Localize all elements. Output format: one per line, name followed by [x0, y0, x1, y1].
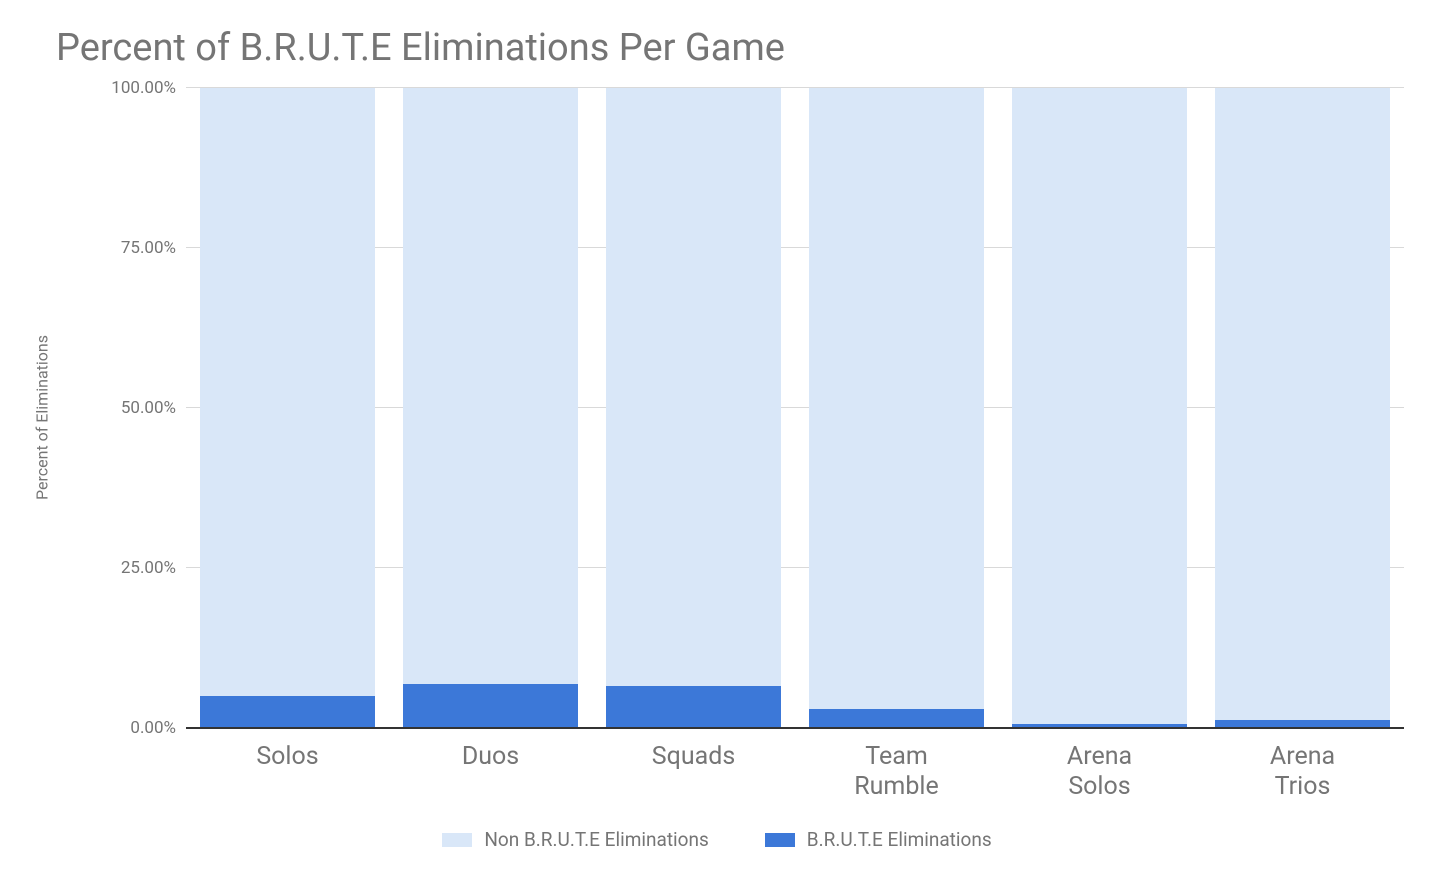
bar-slot	[592, 88, 795, 728]
bar-segment-nonbrute	[403, 88, 578, 684]
x-axis-label: Duos	[389, 742, 592, 802]
plot-wrap: Percent of Eliminations 0.00%25.00%50.00…	[100, 88, 1404, 728]
bar-segment-brute	[200, 696, 375, 728]
bars-group	[186, 88, 1404, 728]
y-tick-label: 100.00%	[111, 78, 176, 98]
bar-segment-nonbrute	[1012, 88, 1187, 724]
x-axis-label: Solos	[186, 742, 389, 802]
bar-segment-nonbrute	[1215, 88, 1390, 720]
x-axis-label: Arena Solos	[998, 742, 1201, 802]
legend-swatch	[765, 833, 795, 847]
bar-segment-nonbrute	[809, 88, 984, 709]
y-tick-label: 0.00%	[130, 718, 176, 738]
x-baseline	[186, 727, 1404, 729]
plot-area: 0.00%25.00%50.00%75.00%100.00%	[186, 88, 1404, 728]
x-axis-labels: SolosDuosSquadsTeam RumbleArena SolosAre…	[186, 742, 1404, 802]
bar-stack	[1012, 88, 1187, 728]
x-axis-label: Team Rumble	[795, 742, 998, 802]
legend-swatch	[442, 833, 472, 847]
bar-stack	[606, 88, 781, 728]
legend-item: B.R.U.T.E Eliminations	[765, 828, 992, 851]
bar-slot	[186, 88, 389, 728]
legend: Non B.R.U.T.E Eliminations B.R.U.T.E Elim…	[30, 828, 1404, 851]
x-axis-label: Squads	[592, 742, 795, 802]
bar-stack	[403, 88, 578, 728]
bar-slot	[389, 88, 592, 728]
bar-stack	[1215, 88, 1390, 728]
bar-slot	[1201, 88, 1404, 728]
bar-segment-nonbrute	[606, 88, 781, 686]
bar-segment-nonbrute	[200, 88, 375, 696]
legend-item: Non B.R.U.T.E Eliminations	[442, 828, 708, 851]
bar-stack	[200, 88, 375, 728]
x-axis-label: Arena Trios	[1201, 742, 1404, 802]
legend-label: Non B.R.U.T.E Eliminations	[484, 828, 708, 851]
bar-segment-brute	[606, 686, 781, 728]
y-axis-title: Percent of Eliminations	[33, 335, 52, 500]
bar-stack	[809, 88, 984, 728]
bar-segment-brute	[403, 684, 578, 728]
chart-container: Percent of B.R.U.T.E Eliminations Per Ga…	[0, 0, 1444, 892]
chart-title: Percent of B.R.U.T.E Eliminations Per Ga…	[56, 26, 1404, 70]
y-tick-label: 50.00%	[121, 398, 176, 418]
bar-slot	[998, 88, 1201, 728]
y-tick-label: 25.00%	[121, 558, 176, 578]
bar-segment-brute	[809, 709, 984, 728]
y-tick-label: 75.00%	[121, 238, 176, 258]
legend-label: B.R.U.T.E Eliminations	[807, 828, 992, 851]
bar-slot	[795, 88, 998, 728]
